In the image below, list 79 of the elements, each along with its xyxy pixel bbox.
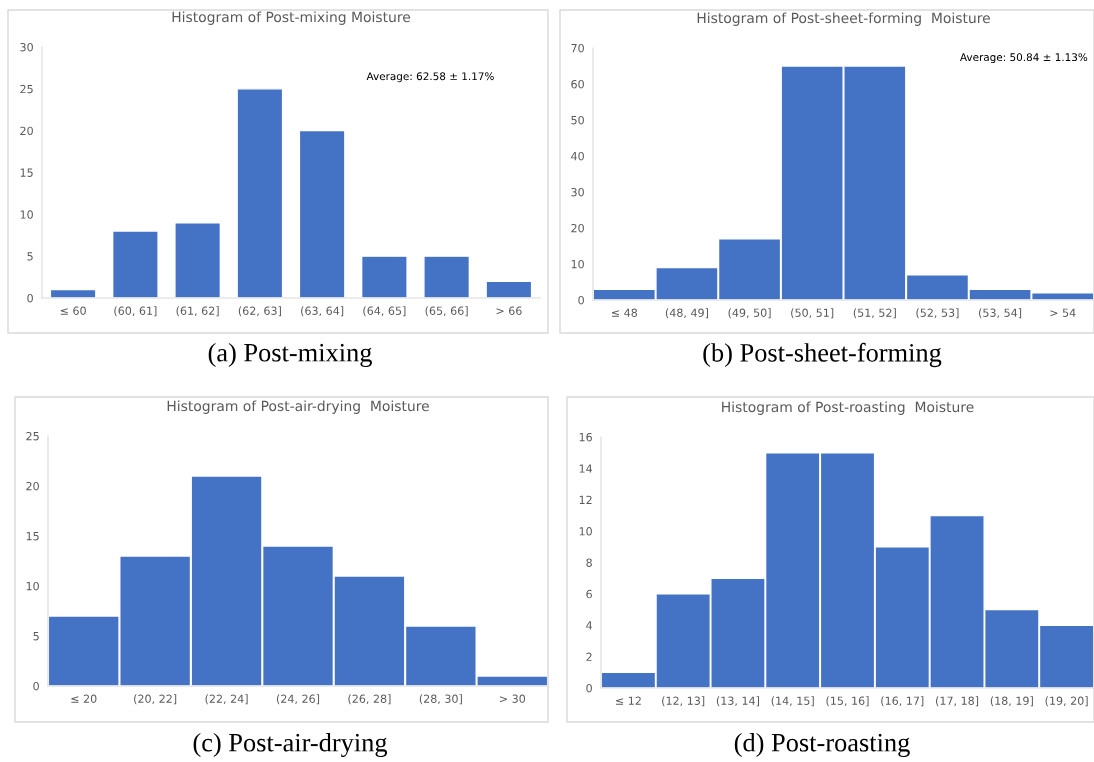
y-tick-label: 4 (586, 621, 593, 630)
y-tick-label: 0 (33, 681, 39, 691)
x-tick-label: ≤ 20 (71, 694, 97, 703)
x-tick-label: (28, 30] (419, 694, 462, 705)
y-tick-label: 0 (27, 293, 33, 303)
x-tick-label: (53, 54] (979, 308, 1022, 319)
y-tick-label: 16 (579, 432, 592, 442)
x-tick-label: (12, 13] (662, 696, 705, 707)
text: (a) Post-mixing (208, 343, 372, 367)
y-tick-label: 30 (20, 42, 33, 52)
text: (d) Post-roasting (734, 733, 910, 757)
chart-title: Histogram of Post-sheet-forming Moisture (697, 12, 990, 26)
bar (485, 280, 533, 298)
x-tick-label: (62, 63] (238, 306, 281, 317)
y-tick-label: 0 (578, 295, 584, 305)
y-tick-label: 20 (26, 481, 39, 491)
y-tick-label: 25 (20, 84, 33, 94)
y-tick-label: 15 (20, 168, 33, 177)
y-tick-label: 30 (571, 187, 584, 197)
x-tick-label: (26, 28] (348, 694, 391, 705)
y-tick-label: 25 (26, 431, 39, 441)
x-tick-label: (52, 53] (916, 308, 959, 319)
x-tick-label: (13, 14] (716, 696, 759, 707)
x-tick-label: (17, 18] (936, 696, 979, 707)
bar (236, 88, 284, 298)
x-tick-label: (63, 64] (301, 306, 344, 317)
bar (298, 129, 346, 298)
x-tick-label: > 54 (1050, 308, 1076, 317)
x-tick-label: (15, 16] (826, 696, 869, 707)
x-tick-label: (16, 17] (881, 696, 924, 707)
y-tick-label: 6 (586, 589, 592, 599)
y-tick-label: 10 (26, 581, 39, 591)
y-tick-label: 14 (579, 464, 593, 473)
x-tick-label: (14, 15] (771, 696, 814, 707)
x-tick-label: (20, 22] (134, 694, 177, 705)
chart-title: Histogram of Post-roasting Moisture (722, 401, 974, 415)
bar (111, 230, 159, 298)
text: (c) Post-air-drying (193, 733, 388, 757)
x-tick-label: (24, 26] (276, 694, 320, 705)
chart-title: Histogram of Post-mixing Moisture (172, 11, 411, 25)
y-tick-label: 10 (571, 259, 584, 269)
y-tick-label: 2 (586, 652, 592, 661)
bar (423, 255, 471, 298)
x-tick-label: (64, 65] (363, 306, 406, 317)
x-tick-label: (18, 19] (990, 696, 1033, 707)
y-tick-label: 10 (20, 210, 33, 219)
y-tick-label: 10 (579, 527, 592, 536)
x-tick-label: (65, 66] (425, 306, 468, 317)
bar (360, 255, 408, 298)
y-tick-label: 40 (571, 151, 584, 161)
x-tick-label: (19, 20] (1045, 696, 1088, 707)
x-tick-label: (61, 62] (176, 306, 219, 317)
y-tick-label: 15 (26, 532, 39, 541)
x-tick-label: (60, 61] (114, 306, 157, 317)
y-tick-label: 5 (27, 252, 33, 261)
y-tick-label: 12 (579, 495, 592, 504)
y-tick-label: 0 (586, 683, 592, 693)
x-tick-label: (48, 49] (665, 308, 708, 319)
y-tick-label: 70 (571, 43, 584, 53)
x-tick-label: (22, 24] (205, 694, 248, 705)
y-tick-label: 5 (33, 632, 39, 641)
x-tick-label: > 30 (499, 694, 526, 703)
chart-title: Histogram of Post-air-drying Moisture (167, 400, 429, 414)
x-tick-label: ≤ 12 (616, 696, 641, 705)
y-tick-label: 20 (20, 126, 33, 136)
y-tick-label: 8 (586, 558, 592, 567)
x-tick-label: ≤ 60 (60, 306, 86, 315)
y-tick-label: 20 (571, 223, 584, 233)
annotation: Average: 62.58 ± 1.17% (366, 72, 494, 83)
y-tick-label: 50 (571, 115, 584, 125)
bar (174, 222, 222, 298)
annotation: Average: 50.84 ± 1.13% (960, 53, 1088, 64)
x-tick-label: (49, 50] (728, 308, 771, 319)
y-tick-label: 60 (571, 79, 584, 89)
x-tick-label: > 66 (496, 306, 522, 315)
text: (b) Post-sheet-forming (703, 342, 942, 368)
x-tick-label: ≤ 48 (612, 308, 638, 317)
x-tick-label: (50, 51] (791, 308, 834, 319)
x-tick-label: (51, 52] (853, 308, 896, 319)
